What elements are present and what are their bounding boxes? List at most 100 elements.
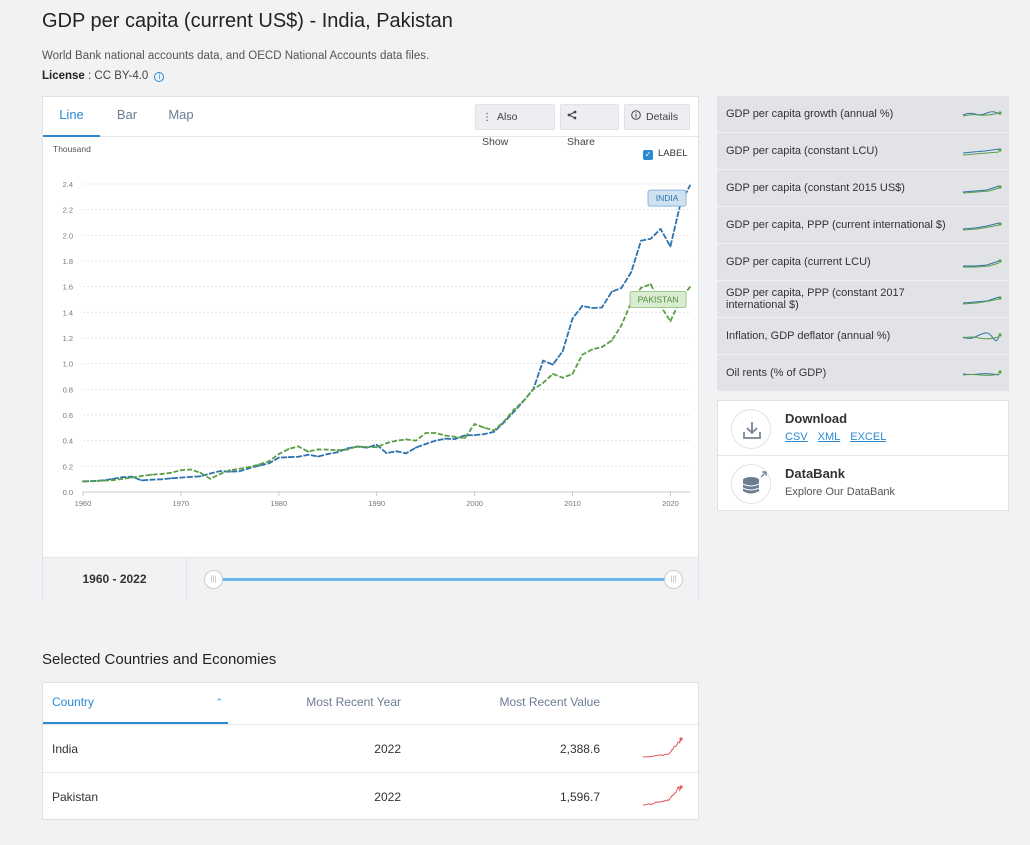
details-label: Details: [646, 111, 679, 123]
related-indicator-item[interactable]: Inflation, GDP deflator (annual %): [717, 318, 1009, 355]
data-point: [591, 348, 593, 351]
sparkline-icon: [962, 370, 1002, 376]
data-point: [307, 450, 310, 453]
data-point: [601, 306, 603, 309]
related-indicator-item[interactable]: GDP per capita, PPP (constant 2017 inter…: [717, 281, 1009, 318]
related-indicator-label: Oil rents (% of GDP): [726, 367, 827, 379]
data-point: [356, 445, 358, 448]
range-track[interactable]: [213, 578, 673, 581]
share-icon: [567, 106, 577, 130]
column-header-value[interactable]: Most Recent Value: [499, 695, 601, 709]
download-links: CSV XML EXCEL: [785, 431, 896, 443]
info-icon[interactable]: i: [154, 72, 165, 82]
sparkline-icon: [962, 148, 1002, 156]
data-point: [209, 477, 212, 480]
data-point: [180, 476, 182, 479]
related-indicator-item[interactable]: GDP per capita, PPP (current internation…: [717, 207, 1009, 244]
related-indicator-label: Inflation, GDP deflator (annual %): [726, 330, 891, 342]
data-point: [424, 443, 427, 445]
sparkline-icon: [962, 111, 1002, 117]
data-point: [297, 445, 300, 448]
download-csv-link[interactable]: CSV: [785, 431, 808, 443]
country-name[interactable]: India: [52, 742, 79, 756]
license: License : CC BY-4.0 i: [42, 70, 165, 82]
data-point: [542, 382, 544, 384]
label-toggle[interactable]: ✓ LABEL: [643, 148, 688, 160]
data-point: [395, 439, 398, 442]
tab-line[interactable]: Line: [43, 97, 100, 137]
sparkline-dot: [998, 222, 1002, 226]
share-button[interactable]: Share: [560, 104, 619, 148]
data-point: [561, 350, 564, 353]
data-point: [503, 420, 505, 423]
sparkline-dot: [998, 111, 1002, 115]
data-point: [483, 426, 486, 429]
y-tick-label: 1.6: [63, 283, 73, 292]
related-indicator-item[interactable]: GDP per capita (constant LCU): [717, 133, 1009, 170]
data-point: [532, 388, 535, 391]
sparkline-path: [962, 336, 1000, 340]
download-xml-link[interactable]: XML: [817, 431, 841, 443]
kebab-icon: ⋮: [482, 112, 492, 123]
sparkline-path: [962, 151, 1000, 156]
sparkline-path: [962, 148, 1000, 154]
checkbox-checked-icon[interactable]: ✓: [643, 150, 653, 160]
row-sparkline: [643, 785, 683, 806]
tab-map[interactable]: Map: [168, 107, 194, 122]
sparkline-path: [963, 260, 1000, 267]
data-point: [121, 478, 124, 480]
y-tick-label: 0.6: [63, 411, 73, 420]
series-label: INDIA: [656, 193, 679, 203]
download-excel-link[interactable]: EXCEL: [850, 431, 887, 443]
tab-bar[interactable]: Bar: [116, 107, 138, 122]
data-point: [238, 468, 241, 470]
related-indicator-label: GDP per capita (constant 2015 US$): [726, 182, 905, 194]
data-point: [405, 452, 407, 455]
sparkline-path: [962, 296, 1000, 304]
data-point: [444, 437, 447, 440]
range-end-handle[interactable]: |||: [664, 570, 683, 589]
data-point: [473, 423, 476, 425]
also-show-button[interactable]: ⋮ Also Show: [475, 104, 555, 148]
column-header-country[interactable]: Country ⌃: [43, 683, 228, 724]
data-point: [297, 455, 300, 458]
data-point: [522, 400, 525, 402]
data-point: [385, 442, 388, 445]
country-header-label: Country: [52, 695, 95, 709]
data-point: [375, 443, 378, 446]
table-row: India 2022 2,388.6: [43, 724, 698, 772]
country-name[interactable]: Pakistan: [52, 790, 99, 804]
sort-ascending-icon[interactable]: ⌃: [215, 697, 223, 707]
data-point: [463, 437, 466, 439]
data-point: [385, 452, 388, 454]
sparkline-icon: [962, 296, 1002, 305]
y-tick-label: 1.4: [63, 308, 73, 317]
y-tick-label: 1.8: [63, 257, 73, 266]
range-start-handle[interactable]: |||: [204, 570, 223, 589]
column-header-year[interactable]: Most Recent Year: [306, 695, 401, 709]
data-point: [199, 475, 202, 478]
year-range-slider: 1960 - 2022 ||| |||: [43, 557, 698, 600]
data-point: [434, 439, 437, 442]
download-card: Download CSV XML EXCEL DataBank Explore Ou…: [717, 400, 1009, 511]
data-point: [160, 473, 163, 475]
databank-title[interactable]: DataBank: [785, 466, 845, 481]
related-indicator-item[interactable]: GDP per capita (current LCU): [717, 244, 1009, 281]
data-point: [150, 473, 153, 476]
data-point: [552, 363, 554, 366]
data-point: [591, 307, 593, 309]
sparkline-icon: [963, 259, 1002, 268]
data-point: [277, 453, 280, 455]
data-point: [170, 471, 172, 474]
x-tick-label: 2000: [466, 499, 483, 508]
details-button[interactable]: Details: [624, 104, 690, 130]
related-indicator-item[interactable]: Oil rents (% of GDP): [717, 355, 1009, 392]
data-point: [219, 470, 222, 472]
data-point: [689, 184, 691, 187]
data-point: [307, 453, 310, 456]
data-point: [630, 271, 633, 273]
related-indicator-item[interactable]: GDP per capita growth (annual %): [717, 96, 1009, 133]
data-point: [454, 438, 456, 440]
related-indicator-item[interactable]: GDP per capita (constant 2015 US$): [717, 170, 1009, 207]
databank-row[interactable]: DataBank Explore Our DataBank: [718, 456, 1008, 511]
